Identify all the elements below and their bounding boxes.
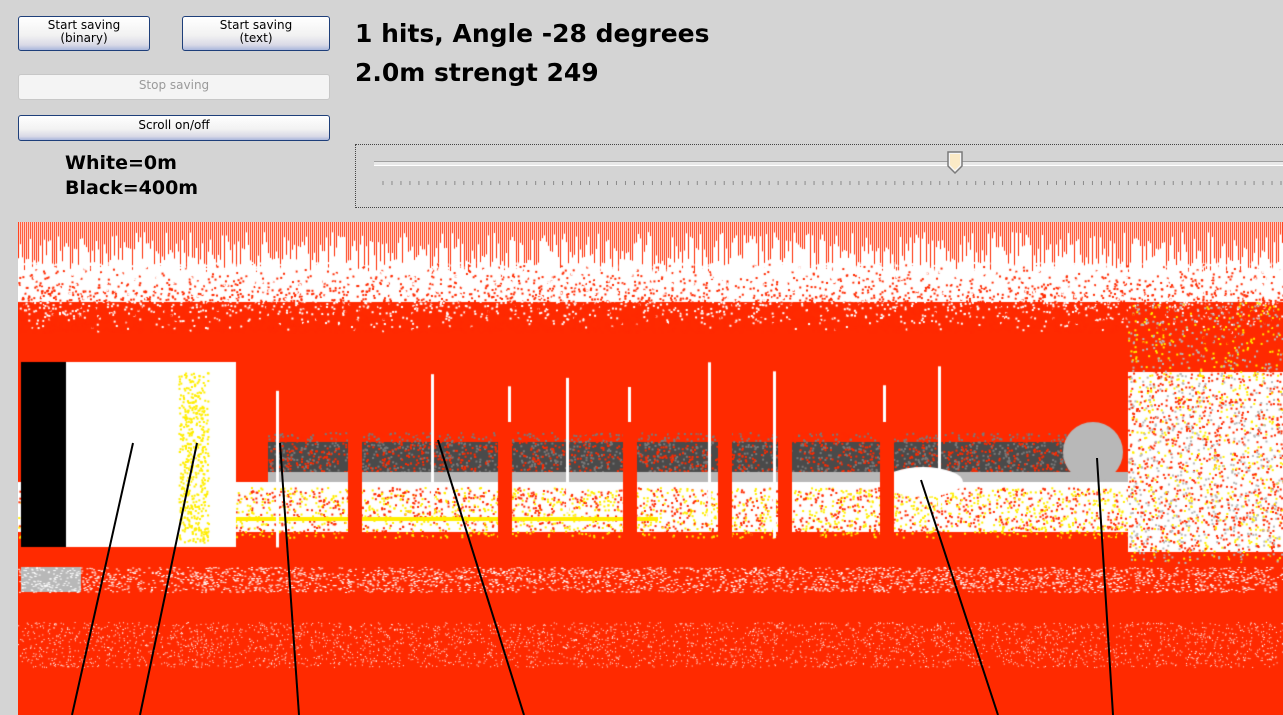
- scroll-toggle-button[interactable]: Scroll on/off: [18, 115, 330, 141]
- stop-saving-button[interactable]: Stop saving: [18, 74, 330, 100]
- angle-slider[interactable]: [355, 144, 1283, 208]
- hits-angle-status: 1 hits, Angle -28 degrees: [355, 19, 710, 48]
- scroll-toggle-label: Scroll on/off: [138, 118, 210, 132]
- sonar-scan-image: [18, 222, 1283, 715]
- legend-black: Black=400m: [65, 177, 199, 199]
- slider-thumb[interactable]: [946, 151, 963, 175]
- slider-ticks: [382, 181, 1282, 185]
- start-saving-binary-button[interactable]: Start saving (binary): [18, 16, 150, 51]
- slider-track: [374, 161, 1283, 166]
- start-saving-text-label-1: Start saving: [219, 18, 293, 32]
- legend-white: White=0m: [65, 152, 177, 174]
- start-saving-text-label-2: (text): [239, 31, 273, 45]
- distance-strength-status: 2.0m strengt 249: [355, 58, 599, 87]
- start-saving-binary-label-2: (binary): [60, 31, 108, 45]
- stop-saving-label: Stop saving: [138, 78, 210, 92]
- start-saving-binary-label-1: Start saving: [47, 18, 121, 32]
- start-saving-text-button[interactable]: Start saving (text): [182, 16, 330, 51]
